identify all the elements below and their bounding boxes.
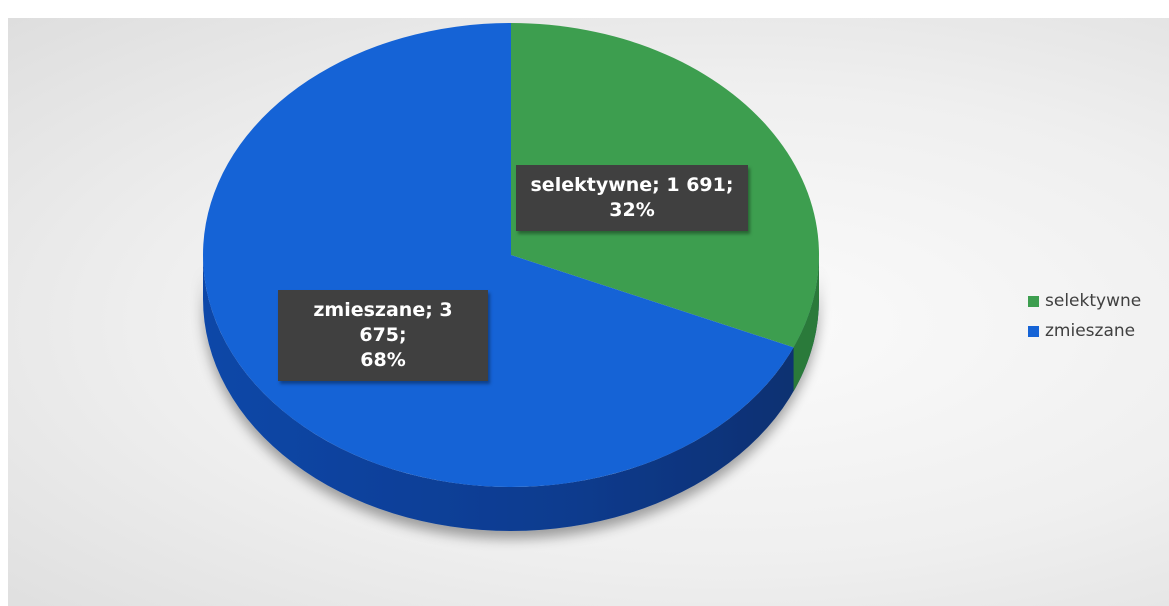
pie-side-selektywne xyxy=(793,255,819,392)
pie-chart xyxy=(203,23,820,531)
data-label-selektywne: selektywne; 1 691; 32% xyxy=(516,165,748,231)
legend: selektywne zmieszane xyxy=(1028,286,1141,346)
legend-label-zmieszane: zmieszane xyxy=(1045,321,1136,341)
legend-swatch-selektywne xyxy=(1028,295,1039,307)
chart-area: selektywne; 1 691; 32% zmieszane; 3 675;… xyxy=(8,18,1169,606)
legend-entry-zmieszane: zmieszane xyxy=(1028,316,1141,346)
legend-label-selektywne: selektywne xyxy=(1045,291,1142,311)
pie-side-zmieszane xyxy=(203,255,819,531)
pie-side xyxy=(203,255,819,531)
data-label-zmieszane: zmieszane; 3 675; 68% xyxy=(278,290,488,381)
legend-swatch-zmieszane xyxy=(1028,325,1039,337)
legend-entry-selektywne: selektywne xyxy=(1028,286,1141,316)
pie-top xyxy=(203,23,820,487)
